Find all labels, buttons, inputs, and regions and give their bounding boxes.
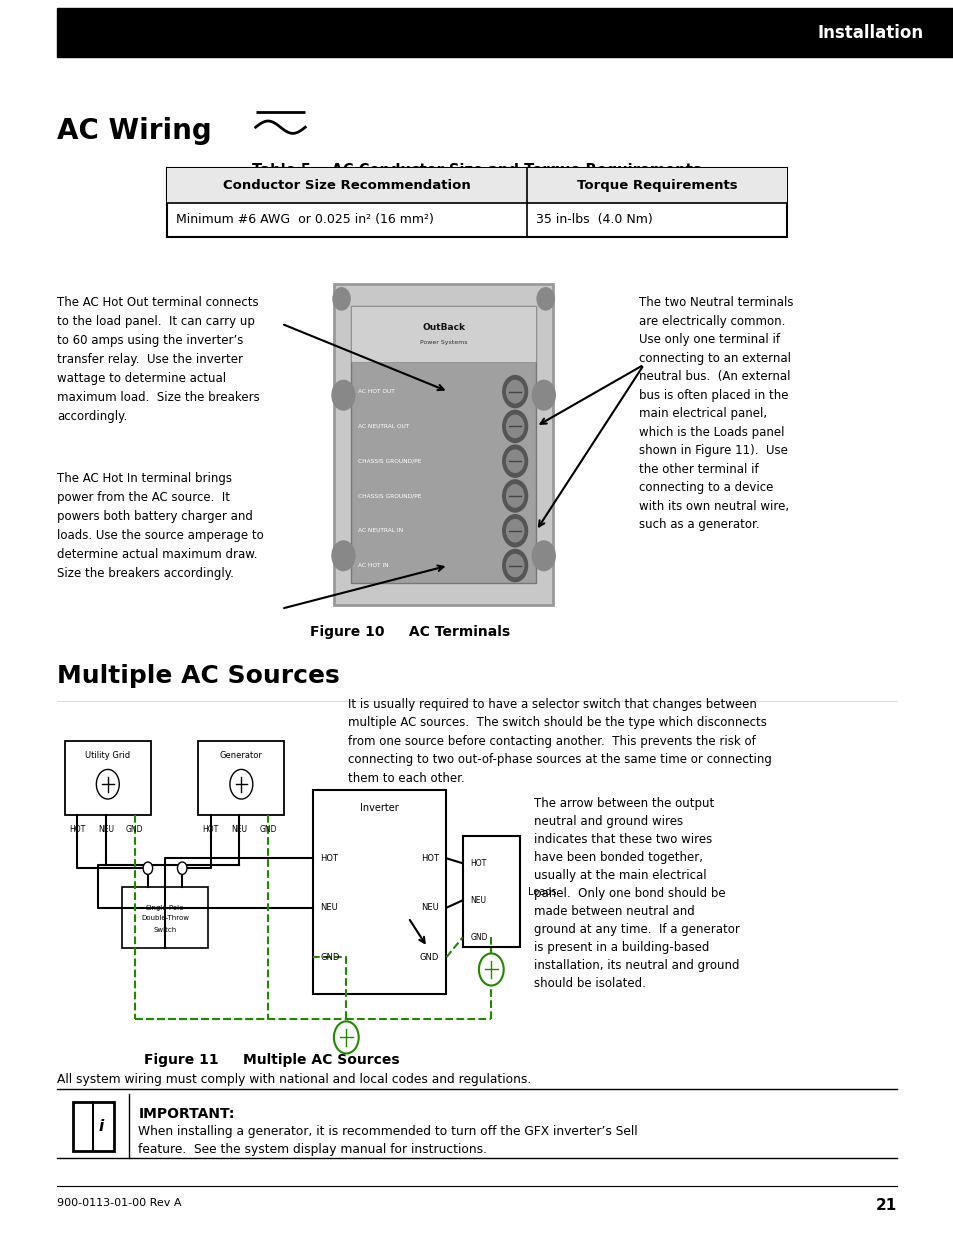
Text: Figure 10     AC Terminals: Figure 10 AC Terminals	[310, 625, 510, 638]
Text: HOT: HOT	[470, 858, 486, 868]
Text: Loads: Loads	[527, 887, 556, 897]
Text: When installing a generator, it is recommended to turn off the GFX inverter’s Se: When installing a generator, it is recom…	[138, 1125, 638, 1156]
Circle shape	[502, 375, 527, 408]
Text: Inverter: Inverter	[360, 803, 398, 813]
Bar	[167, 168, 786, 237]
Circle shape	[332, 380, 355, 410]
Bar	[167, 168, 786, 203]
Circle shape	[502, 550, 527, 582]
Text: Single-Pole: Single-Pole	[146, 905, 184, 910]
Text: Minimum #6 AWG  or 0.025 in² (16 mm²): Minimum #6 AWG or 0.025 in² (16 mm²)	[176, 214, 434, 226]
Circle shape	[502, 445, 527, 477]
Circle shape	[506, 380, 523, 403]
Text: The AC Hot Out terminal connects
to the load panel.  It can carry up
to 60 amps : The AC Hot Out terminal connects to the …	[57, 296, 260, 424]
Circle shape	[506, 520, 523, 542]
Text: IMPORTANT:: IMPORTANT:	[138, 1107, 234, 1120]
Text: OutBack: OutBack	[421, 324, 465, 332]
Bar	[122, 887, 208, 948]
Text: 900-0113-01-00 Rev A: 900-0113-01-00 Rev A	[57, 1198, 182, 1208]
Text: GND: GND	[470, 932, 487, 942]
Text: NEU: NEU	[470, 895, 486, 905]
Text: NEU: NEU	[98, 825, 113, 834]
Bar	[57, 7, 953, 58]
Text: The arrow between the output
neutral and ground wires
indicates that these two w: The arrow between the output neutral and…	[534, 797, 740, 989]
Circle shape	[532, 380, 555, 410]
Circle shape	[502, 480, 527, 513]
Text: It is usually required to have a selector switch that changes between
multiple A: It is usually required to have a selecto…	[348, 698, 771, 784]
Bar	[198, 741, 284, 815]
Text: AC HOT IN: AC HOT IN	[357, 563, 388, 568]
Circle shape	[537, 288, 554, 310]
Text: NEU: NEU	[320, 903, 338, 913]
Text: HOT: HOT	[69, 825, 86, 834]
Text: HOT: HOT	[320, 853, 338, 863]
Circle shape	[502, 515, 527, 547]
Bar	[351, 306, 536, 583]
Bar	[334, 284, 553, 605]
Text: NEU: NEU	[420, 903, 438, 913]
Circle shape	[96, 769, 119, 799]
Text: AC NEUTRAL OUT: AC NEUTRAL OUT	[357, 424, 409, 429]
Bar	[351, 306, 536, 362]
Text: Figure 11     Multiple AC Sources: Figure 11 Multiple AC Sources	[144, 1053, 399, 1067]
Text: i: i	[98, 1119, 104, 1134]
Text: Conductor Size Recommendation: Conductor Size Recommendation	[223, 179, 470, 191]
Text: Switch: Switch	[153, 927, 176, 932]
Text: Utility Grid: Utility Grid	[85, 751, 131, 760]
Text: 35 in-lbs  (4.0 Nm): 35 in-lbs (4.0 Nm)	[536, 214, 652, 226]
Text: Power Systems: Power Systems	[419, 340, 467, 346]
Circle shape	[502, 410, 527, 442]
Circle shape	[506, 485, 523, 508]
Text: Torque Requirements: Torque Requirements	[576, 179, 737, 191]
Circle shape	[478, 953, 503, 986]
Text: GND: GND	[419, 952, 438, 962]
Text: Generator: Generator	[220, 751, 262, 760]
Circle shape	[332, 541, 355, 571]
Text: CHASSIS GROUND/PE: CHASSIS GROUND/PE	[357, 494, 421, 499]
Bar	[65, 741, 151, 815]
Bar	[313, 790, 446, 994]
Circle shape	[506, 415, 523, 437]
Text: Table 5    AC Conductor Size and Torque Requirements: Table 5 AC Conductor Size and Torque Req…	[252, 163, 701, 178]
Circle shape	[506, 555, 523, 577]
Text: GND: GND	[320, 952, 339, 962]
Circle shape	[532, 541, 555, 571]
Text: Double-Throw: Double-Throw	[141, 915, 189, 920]
Circle shape	[177, 862, 187, 874]
Circle shape	[143, 862, 152, 874]
Circle shape	[333, 288, 350, 310]
Text: NEU: NEU	[232, 825, 247, 834]
Text: 21: 21	[875, 1198, 896, 1213]
Text: GND: GND	[126, 825, 143, 834]
Text: GND: GND	[259, 825, 276, 834]
Circle shape	[230, 769, 253, 799]
Text: AC NEUTRAL IN: AC NEUTRAL IN	[357, 529, 402, 534]
Circle shape	[506, 450, 523, 472]
Bar	[73, 1102, 113, 1151]
Text: All system wiring must comply with national and local codes and regulations.: All system wiring must comply with natio…	[57, 1073, 531, 1087]
Text: The two Neutral terminals
are electrically common.
Use only one terminal if
conn: The two Neutral terminals are electrical…	[639, 296, 793, 531]
Text: AC HOT OUT: AC HOT OUT	[357, 389, 395, 394]
Text: Multiple AC Sources: Multiple AC Sources	[57, 664, 339, 688]
Text: Installation: Installation	[817, 23, 923, 42]
Circle shape	[334, 1021, 358, 1053]
Text: CHASSIS GROUND/PE: CHASSIS GROUND/PE	[357, 458, 421, 463]
Text: AC Wiring: AC Wiring	[57, 117, 212, 146]
Text: HOT: HOT	[420, 853, 438, 863]
Bar	[462, 836, 519, 947]
Text: The AC Hot In terminal brings
power from the AC source.  It
powers both battery : The AC Hot In terminal brings power from…	[57, 472, 264, 579]
Text: HOT: HOT	[202, 825, 219, 834]
